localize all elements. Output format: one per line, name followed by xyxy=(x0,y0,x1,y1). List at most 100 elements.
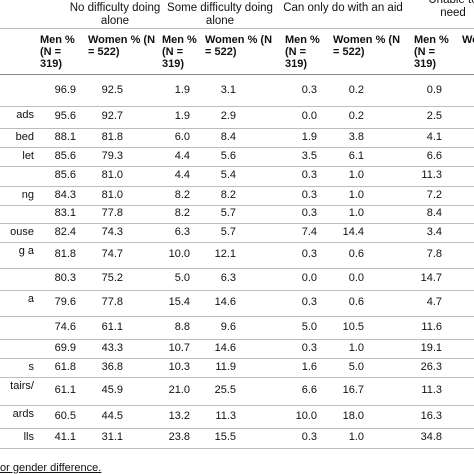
cell: 0.3 xyxy=(301,188,317,201)
cell: 6.3 xyxy=(220,272,236,284)
cell: 2.9 xyxy=(220,110,236,122)
cell: 7.2 xyxy=(426,188,442,201)
row-rule xyxy=(0,166,474,167)
cell: 0.3 xyxy=(301,341,317,354)
column-header: Men % (N = 319) xyxy=(40,34,75,70)
cell: 6.3 xyxy=(174,225,190,238)
cell: 8.8 xyxy=(174,320,190,333)
cell: 5.0 xyxy=(301,320,317,333)
cell: 81.0 xyxy=(101,169,123,181)
cell: 80.3 xyxy=(54,272,76,284)
cell: 15.4 xyxy=(168,296,190,308)
cell: 8.4 xyxy=(426,207,442,219)
cell: 81.8 xyxy=(101,130,123,143)
cell: 6.1 xyxy=(348,149,364,162)
cell: 0.3 xyxy=(301,169,317,181)
cell: 81.8 xyxy=(54,248,76,260)
cell: 11.3 xyxy=(421,384,442,396)
cell: 21.0 xyxy=(168,384,190,396)
cell: 43.3 xyxy=(101,341,123,354)
row-label: a xyxy=(27,293,34,305)
cell: 14.7 xyxy=(420,272,442,284)
cell: 0.3 xyxy=(301,248,317,260)
cell: 6.6 xyxy=(301,384,317,396)
row-label: g a xyxy=(18,245,34,257)
cell: 60.5 xyxy=(54,409,76,422)
cell: 11.9 xyxy=(215,360,236,373)
row-rule xyxy=(0,128,474,129)
row-rule xyxy=(0,186,474,187)
cell: 8.2 xyxy=(220,188,236,201)
cell: 79.6 xyxy=(54,296,76,308)
cell: 81.0 xyxy=(101,188,123,201)
cell: 14.4 xyxy=(342,225,364,238)
row-rule xyxy=(0,290,474,291)
cell: 0.3 xyxy=(301,207,317,219)
cell: 1.0 xyxy=(348,341,364,354)
cell: 0.9 xyxy=(426,83,442,96)
cell: 11.3 xyxy=(215,409,236,422)
cell: 92.5 xyxy=(101,83,123,96)
cell: 1.9 xyxy=(301,130,317,143)
cell: 3.5 xyxy=(301,149,317,162)
cell: 74.6 xyxy=(54,320,76,333)
cell: 82.4 xyxy=(54,225,76,238)
cell: 36.8 xyxy=(101,360,123,373)
cell: 26.3 xyxy=(420,360,442,373)
row-label: ads xyxy=(16,109,34,121)
cell: 77.8 xyxy=(101,296,123,308)
cell: 3.1 xyxy=(220,83,236,96)
row-rule xyxy=(0,428,474,429)
cell: 9.6 xyxy=(220,320,236,333)
cell: 16.7 xyxy=(342,384,364,396)
cell: 5.4 xyxy=(220,169,236,181)
cell: 5.0 xyxy=(174,272,190,284)
cell: 10.0 xyxy=(295,409,317,422)
cell: 3.8 xyxy=(348,130,364,143)
cell: 61.1 xyxy=(101,320,123,333)
cell: 10.5 xyxy=(342,320,364,333)
column-header: Wo xyxy=(462,34,474,46)
row-label: let xyxy=(22,150,34,162)
cell: 31.1 xyxy=(101,431,123,443)
cell: 0.6 xyxy=(348,296,364,308)
cell: 25.5 xyxy=(214,384,236,396)
cell: 14.6 xyxy=(214,296,236,308)
cell: 0.0 xyxy=(348,272,364,284)
cell: 83.1 xyxy=(54,207,76,219)
cell: 18.0 xyxy=(342,409,364,422)
group-header: Unable to need xyxy=(428,0,474,19)
cell: 88.1 xyxy=(54,130,76,143)
row-label: s xyxy=(28,361,35,373)
cell: 1.0 xyxy=(348,431,364,443)
cell: 8.2 xyxy=(174,207,190,219)
cell: 8.4 xyxy=(220,130,236,143)
cell: 0.3 xyxy=(301,431,317,443)
row-rule xyxy=(0,358,474,359)
row-rule xyxy=(0,448,474,449)
cell: 0.2 xyxy=(348,83,364,96)
cell: 85.6 xyxy=(54,169,76,181)
cell: 0.0 xyxy=(301,110,317,122)
cell: 61.1 xyxy=(54,384,76,396)
cell: 4.4 xyxy=(174,149,190,162)
cell: 14.6 xyxy=(214,341,236,354)
row-label: tairs/ xyxy=(10,380,34,392)
cell: 10.0 xyxy=(168,248,190,260)
cell: 77.8 xyxy=(101,207,123,219)
cell: 0.2 xyxy=(348,110,364,122)
row-label: bed xyxy=(15,131,34,143)
row-rule xyxy=(0,147,474,148)
cell: 96.9 xyxy=(54,83,76,96)
cell: 1.6 xyxy=(301,360,317,373)
group-header: Can only do with an aid xyxy=(283,2,403,14)
column-header: Women % (N = 522) xyxy=(88,34,156,58)
row-rule xyxy=(0,268,474,269)
cell: 6.6 xyxy=(426,149,442,162)
cell: 1.0 xyxy=(348,207,364,219)
column-header: Men % (N = 319) xyxy=(414,34,449,70)
cell: 5.0 xyxy=(348,360,364,373)
header-rule xyxy=(0,74,474,75)
cell: 5.6 xyxy=(220,149,236,162)
